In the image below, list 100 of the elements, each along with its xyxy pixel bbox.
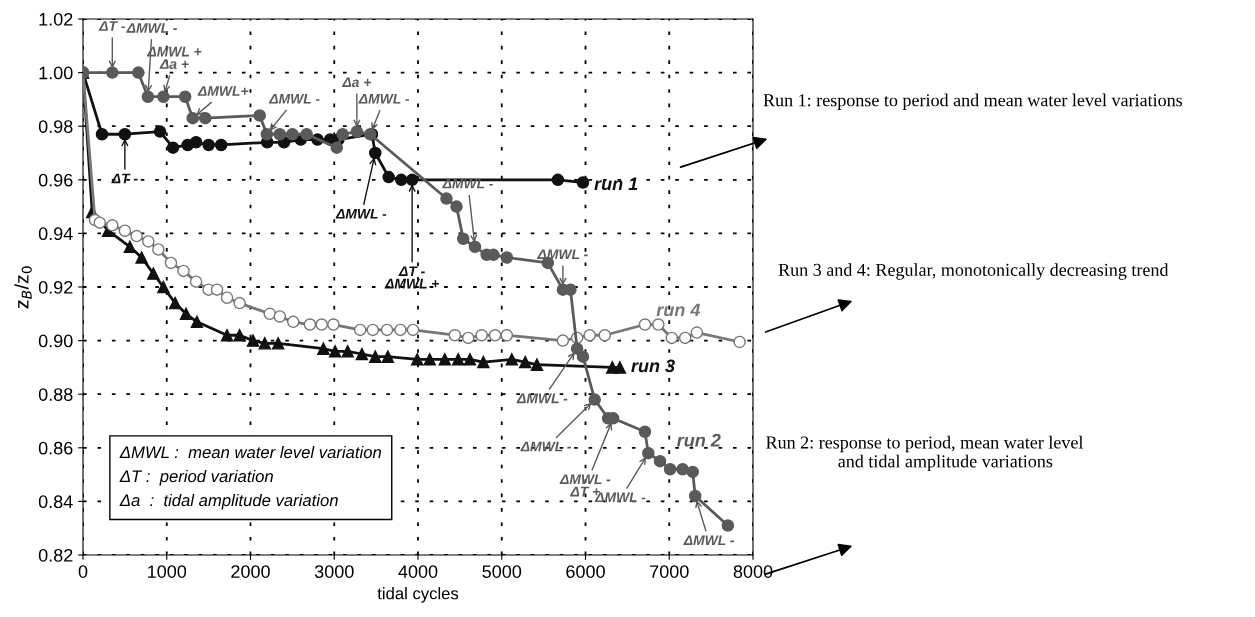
point (463, 353, 477, 366)
point (381, 350, 395, 363)
point (177, 264, 190, 278)
annotation: ΔMWL - (358, 94, 410, 104)
point (263, 307, 277, 321)
point (300, 127, 313, 141)
point (663, 462, 677, 476)
annotation: ΔMWL - (537, 249, 588, 260)
text: Run 1: response to period and mean water level variations (763, 93, 1183, 110)
point (380, 323, 394, 337)
point (168, 296, 182, 310)
x-tick-label: 1000 (148, 565, 187, 578)
point (328, 345, 342, 358)
point (638, 318, 652, 331)
point (638, 425, 652, 438)
y-tick-label: 0.96 (38, 173, 73, 187)
annotation: ΔMWL - (126, 23, 178, 33)
point (341, 345, 354, 358)
annotation: ΔT - (111, 173, 138, 184)
x-tick-label: 8000 (733, 565, 773, 578)
text: Run 2: response to period, mean water level and tidal amplitude variations (766, 435, 1084, 472)
y-tick-label: 0.84 (38, 495, 73, 509)
point (179, 307, 193, 321)
point (382, 170, 395, 184)
point (220, 328, 234, 342)
point (273, 127, 287, 141)
point (330, 141, 344, 154)
point (123, 240, 137, 254)
point (106, 66, 119, 79)
point (556, 334, 570, 347)
point (141, 90, 155, 103)
point (530, 358, 544, 371)
point (369, 146, 382, 160)
x-tick-label: 4000 (398, 565, 438, 578)
annotation: ΔT - ΔMWL + (384, 266, 439, 289)
point (410, 353, 424, 366)
y-axis-title: z$_{B}$/z$_{0}$ (14, 266, 32, 309)
annotation: ΔMWL - (335, 209, 387, 219)
point (450, 200, 463, 213)
point (190, 315, 204, 329)
y-tick-label: 1.02 (39, 12, 73, 26)
annotation: Δa + (341, 77, 372, 88)
point (130, 229, 143, 243)
point (258, 337, 271, 350)
point (147, 267, 160, 280)
y-tick-label: 0.90 (38, 334, 73, 348)
point (178, 90, 192, 103)
point (260, 127, 274, 141)
series-label: run 1 (594, 177, 638, 191)
annotation: ΔMWL : mean water level variation ΔT : period variation Δa : tidal amplitude variation (119, 445, 381, 510)
point (93, 216, 107, 229)
point (189, 136, 203, 149)
point (576, 350, 590, 363)
point (688, 489, 702, 503)
annotation: ΔT - (98, 21, 126, 31)
point (142, 235, 155, 248)
annotation: ΔMWL+ (197, 86, 249, 96)
point (652, 318, 665, 331)
point (405, 173, 419, 187)
point (653, 454, 667, 468)
point (271, 337, 285, 350)
point (448, 328, 462, 342)
point (678, 331, 692, 345)
point (468, 240, 482, 254)
point (505, 353, 519, 366)
point (286, 315, 300, 329)
point (118, 127, 132, 141)
annotation: ΔMWL - (516, 393, 568, 404)
x-tick-label: 2000 (231, 565, 270, 578)
annotation: ΔMWL - (442, 178, 493, 189)
point (186, 111, 199, 125)
point (690, 326, 704, 339)
point (394, 323, 407, 337)
point (406, 323, 420, 337)
series-label: run 2 (677, 433, 721, 447)
point (451, 353, 465, 366)
y-tick-label: 0.86 (38, 441, 73, 455)
x-tick-label: 6000 (566, 565, 605, 578)
point (202, 138, 215, 152)
annotation: ΔMWL - (683, 535, 735, 545)
x-axis-title: tidal cycles (377, 587, 459, 603)
point (135, 251, 148, 264)
point (317, 342, 330, 355)
point (440, 192, 453, 205)
point (488, 328, 502, 342)
y-tick-label: 0.94 (38, 227, 73, 241)
point (551, 173, 565, 187)
point (118, 224, 132, 237)
point (152, 243, 165, 256)
point (642, 446, 655, 460)
point (366, 323, 380, 337)
point (199, 111, 212, 125)
y-tick-label: 0.98 (38, 120, 73, 133)
point (665, 331, 679, 345)
point (220, 291, 234, 304)
point (369, 350, 382, 363)
point (456, 232, 470, 246)
point (350, 125, 364, 138)
x-tick-label: 0 (78, 565, 88, 578)
point (233, 328, 246, 342)
